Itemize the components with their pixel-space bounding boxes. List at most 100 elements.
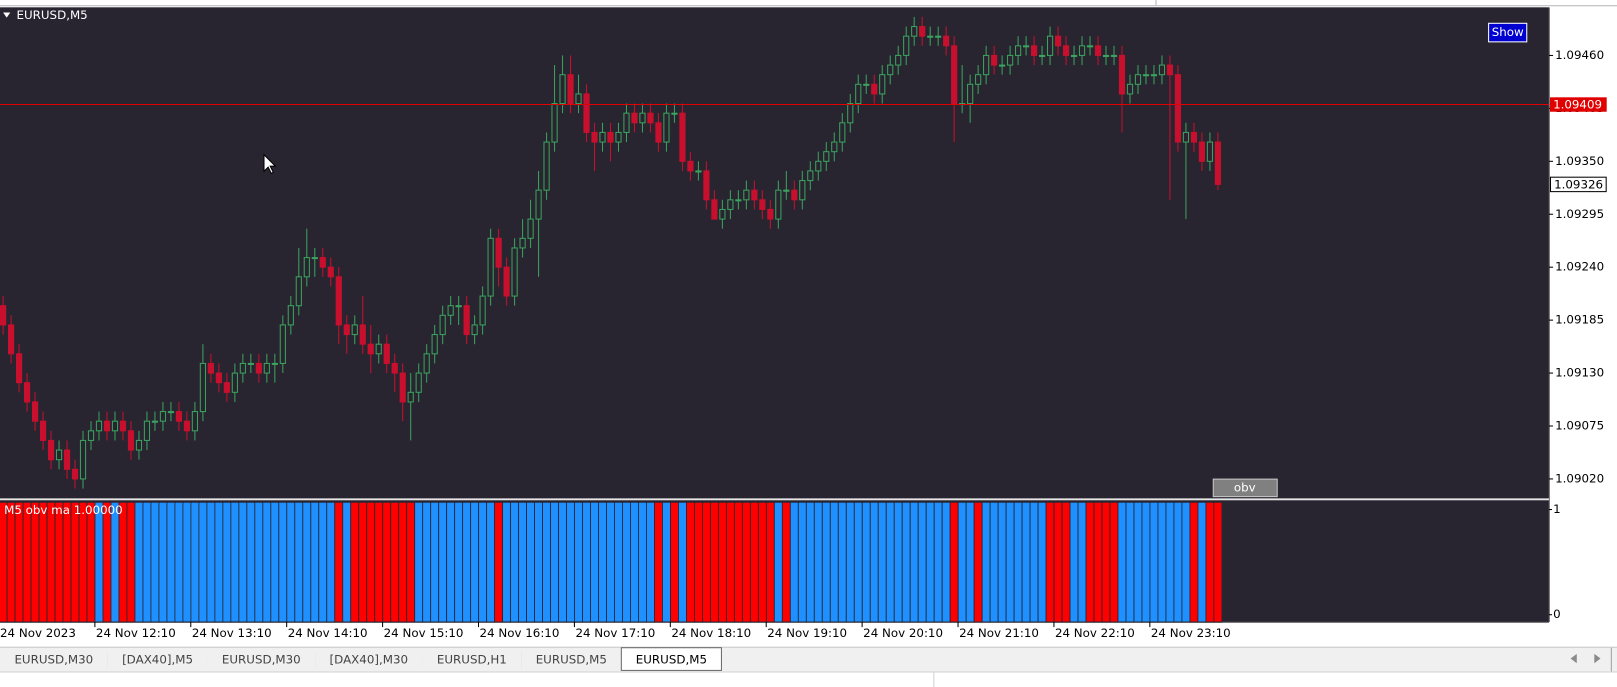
indicator-bar (550, 501, 559, 623)
tab-label[interactable]: EURUSD,M30 (222, 653, 301, 667)
tab-label[interactable]: [DAX40],M30 (330, 653, 409, 667)
candle-body (583, 93, 590, 133)
indicator-bar (486, 501, 496, 623)
candle-body (23, 382, 31, 403)
candle-body (567, 74, 574, 105)
tab-scroll-right[interactable] (1594, 653, 1601, 664)
candle-body (1134, 74, 1142, 85)
indicator-bar (1189, 501, 1199, 623)
indicator-bar (366, 501, 376, 623)
candle-body (871, 83, 878, 95)
indicator-bar (606, 501, 615, 623)
candle-body (551, 103, 558, 143)
candle-body (527, 218, 534, 239)
candle-body (535, 189, 542, 220)
show-button-label[interactable]: Show (1492, 25, 1524, 39)
x-tick-label: 24 Nov 21:10 (959, 626, 1039, 640)
candle-body (199, 362, 206, 413)
candle-body (287, 305, 294, 326)
candle-body (935, 35, 942, 38)
tab[interactable] (0, 649, 108, 671)
indicator-bar (701, 501, 711, 623)
indicator-bar (54, 501, 64, 623)
indicator-bar (142, 501, 152, 623)
indicator-bar (949, 501, 959, 623)
indicator-bar (566, 501, 575, 623)
x-tick-label: 24 Nov 16:10 (480, 626, 560, 640)
tab-label[interactable]: EURUSD,M5 (636, 653, 707, 667)
candle-body (1110, 54, 1118, 57)
tab[interactable] (620, 647, 722, 671)
indicator-bar (989, 501, 999, 623)
candle-body (903, 35, 910, 56)
tab-scroll-left[interactable] (1570, 653, 1577, 664)
tab[interactable] (422, 649, 522, 671)
tab[interactable] (107, 649, 208, 671)
bid-label-bg (1549, 176, 1607, 193)
candle-body (111, 420, 119, 432)
indicator-bar (30, 501, 40, 623)
candle-body (455, 305, 462, 308)
candle-body (271, 362, 278, 365)
obv-button-label[interactable]: obv (1234, 480, 1256, 494)
candle-body (655, 122, 662, 143)
candle-body (95, 420, 103, 432)
candle-body (1046, 35, 1054, 56)
indicator-bar (638, 501, 647, 623)
tab-label[interactable]: EURUSD,M30 (14, 653, 93, 667)
indicator-bar (781, 501, 791, 623)
tab-label[interactable]: EURUSD,H1 (437, 653, 507, 667)
candle-body (351, 324, 358, 336)
tab[interactable] (315, 649, 423, 671)
show-button[interactable] (1488, 22, 1528, 43)
candle-body (1150, 74, 1158, 77)
candle-body (319, 257, 326, 268)
candle-body (711, 199, 718, 220)
indicator-tick-label: 0 (1553, 607, 1561, 621)
indicator-bar (1069, 501, 1079, 623)
y-tick-label: 1.09350 (1555, 154, 1604, 168)
indicator-bar (1197, 501, 1207, 623)
indicator-bar (494, 501, 504, 623)
tab-label[interactable]: EURUSD,M5 (536, 653, 607, 667)
obv-button[interactable] (1212, 478, 1278, 498)
tab-label[interactable]: [DAX40],M5 (122, 653, 193, 667)
candle-body (47, 439, 55, 461)
candle-body (895, 54, 902, 66)
x-tick-label: 24 Nov 12:10 (96, 626, 176, 640)
indicator-bar (853, 501, 863, 623)
indicator-bar (614, 501, 623, 623)
indicator-bar (813, 501, 823, 623)
candle-body (839, 122, 846, 143)
indicator-bar (869, 501, 879, 623)
indicator-bar (478, 501, 488, 623)
indicator-bar (590, 501, 599, 623)
indicator-bar (534, 501, 543, 623)
candle-body (983, 54, 990, 76)
candle-body (591, 131, 598, 143)
indicator-bar (190, 501, 200, 623)
indicator-bar (662, 501, 671, 623)
candle-body (87, 430, 95, 441)
candle-body (647, 112, 654, 124)
candle-body (447, 305, 454, 316)
candle-body (31, 401, 39, 422)
indicator-bar (582, 501, 591, 623)
candle-body (383, 343, 390, 364)
title-triangle (3, 12, 11, 18)
indicator-bar (198, 501, 208, 623)
tab[interactable] (207, 649, 316, 671)
indicator-bar (206, 501, 216, 623)
candle-body (607, 131, 614, 143)
candle-body (791, 189, 798, 201)
indicator-bar (1085, 501, 1095, 623)
candle-body (671, 112, 678, 115)
indicator-bar (733, 501, 743, 623)
indicator-bar (965, 501, 975, 623)
candle-body (1062, 45, 1070, 56)
indicator-bar (957, 501, 967, 623)
indicator-bar (877, 501, 887, 623)
candle-body (183, 420, 191, 432)
x-tick-label: 24 Nov 14:10 (288, 626, 368, 640)
tab[interactable] (521, 649, 622, 671)
